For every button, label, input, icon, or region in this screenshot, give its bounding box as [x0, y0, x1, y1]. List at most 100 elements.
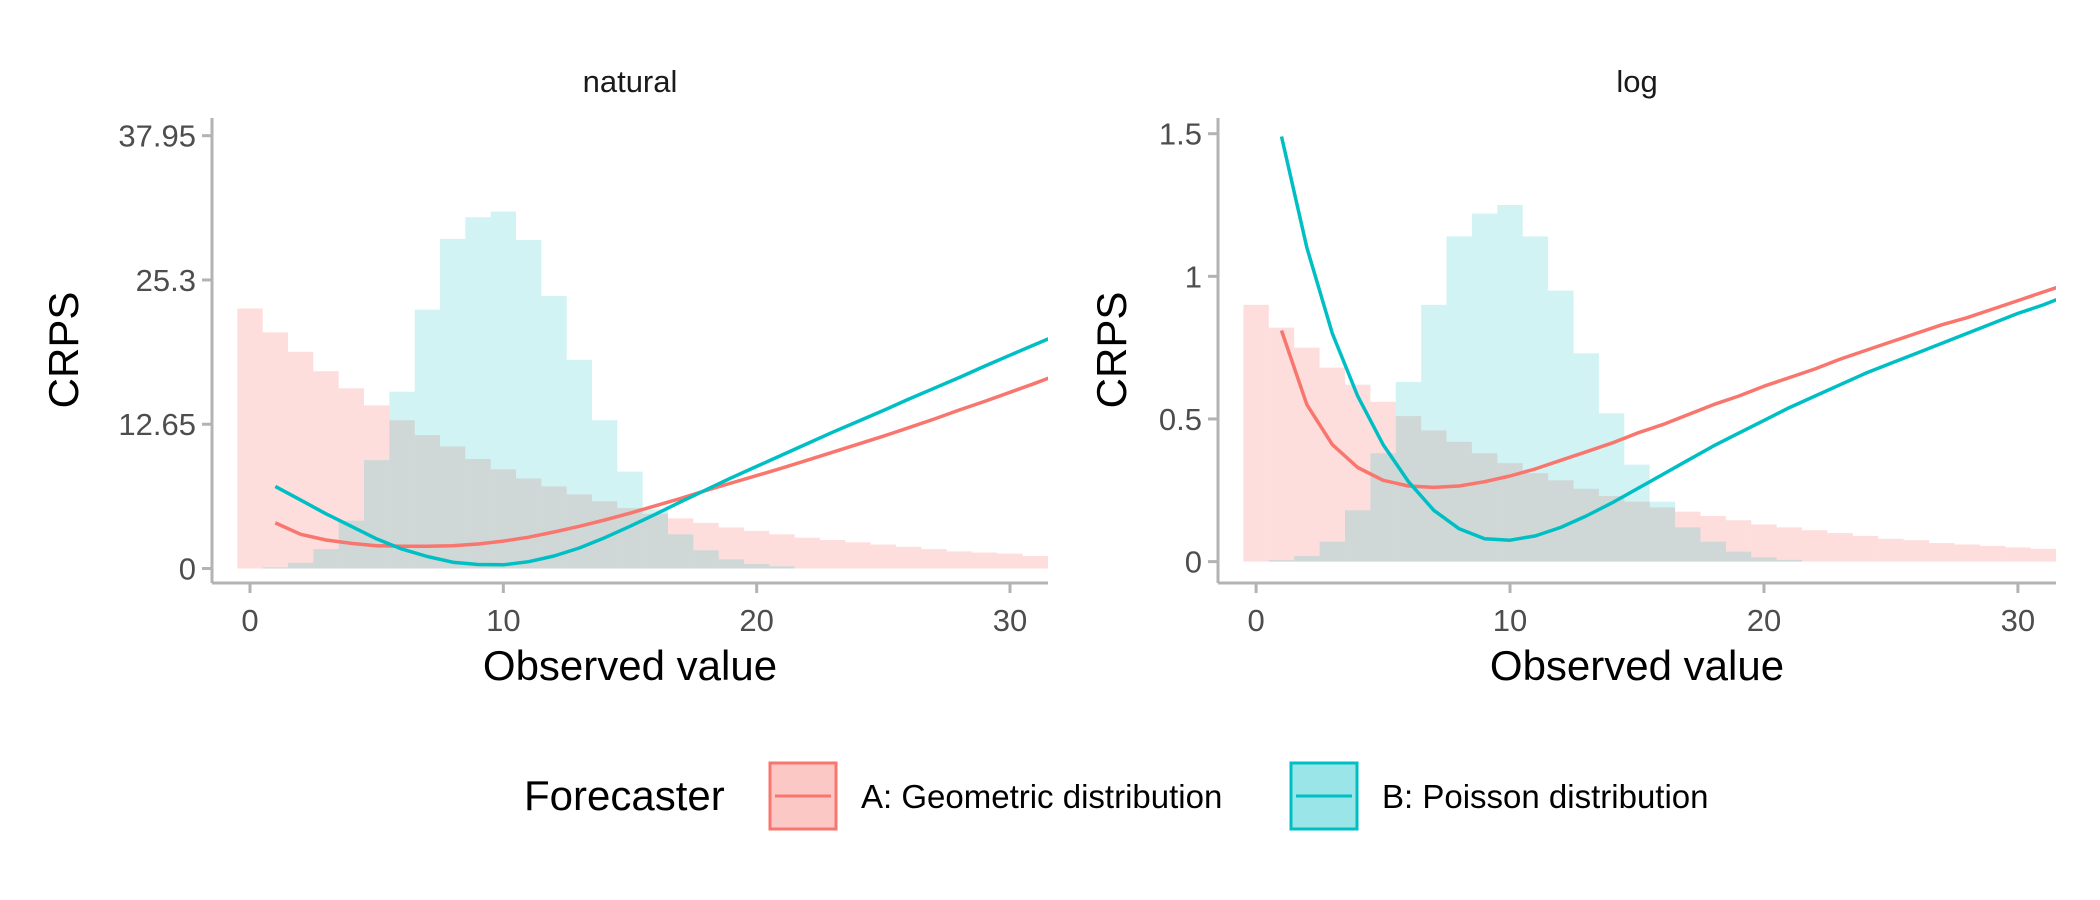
- hist-bar: [1624, 464, 1650, 562]
- hist-bar: [1471, 213, 1498, 562]
- y-tick-label: 12.65: [118, 407, 196, 442]
- hist-bar: [1446, 441, 1472, 562]
- x-tick-label: 20: [739, 603, 773, 638]
- hist-bar: [1471, 453, 1498, 562]
- hist-bar: [364, 460, 390, 569]
- hist-bar: [744, 530, 770, 569]
- hist-bar: [338, 388, 364, 569]
- hist-bar: [1370, 453, 1396, 562]
- hist-bar: [794, 537, 820, 569]
- x-tick-label: 0: [241, 603, 258, 638]
- hist-bar: [414, 309, 440, 569]
- hist-bar: [1979, 545, 2006, 562]
- hist-bar: [617, 508, 643, 569]
- y-tick-label: 37.95: [118, 119, 196, 154]
- series-line: [1279, 136, 2056, 542]
- panel-title: log: [1616, 64, 1657, 99]
- hist-bar: [440, 446, 466, 569]
- hist-bar: [1497, 205, 1523, 562]
- hist-bar: [541, 295, 567, 569]
- line-layer: [1279, 136, 2056, 542]
- x-ticks: 0 10 20 30: [1247, 583, 2035, 638]
- hist-bar: [440, 238, 466, 569]
- hist-bar: [1725, 551, 1752, 562]
- hist-bar: [1878, 538, 1904, 562]
- hist-bar: [1929, 543, 1955, 562]
- legend-label: B: Poisson distribution: [1382, 778, 1709, 815]
- y-axis-label: CRPS: [1088, 292, 1135, 409]
- y-tick-label: 1: [1185, 259, 1202, 294]
- legend-label: A: Geometric distribution: [861, 778, 1222, 815]
- hist-bar: [566, 494, 592, 569]
- hist-bar: [1649, 507, 1676, 562]
- y-tick-label: 0.5: [1159, 402, 1202, 437]
- hist-bar: [642, 513, 668, 569]
- hist-bar: [516, 478, 542, 569]
- hist-bar: [1624, 501, 1650, 562]
- panel-log: log 0 0.5 1 1.5 0 10 20 30 Observed value CRPS: [1088, 64, 2056, 689]
- hist-bar: [1573, 353, 1599, 562]
- hist-bar: [1022, 555, 1048, 569]
- hist-bar: [490, 211, 516, 569]
- hist-bar: [465, 217, 491, 569]
- x-axis-label: Observed value: [483, 642, 777, 689]
- hist-bar: [896, 546, 922, 569]
- hist-bar: [769, 534, 795, 569]
- y-tick-label: 0: [179, 552, 196, 587]
- hist-bar: [668, 518, 694, 569]
- hist-bar: [921, 549, 947, 569]
- y-tick-label: 1.5: [1159, 117, 1202, 152]
- hist-bar: [1268, 327, 1295, 562]
- y-tick-label: 25.3: [136, 263, 196, 298]
- y-ticks: 0 12.65 25.3 37.95: [118, 119, 212, 587]
- x-tick-label: 20: [1747, 603, 1781, 638]
- hist-bar: [1294, 555, 1320, 562]
- hist-bar: [237, 308, 263, 569]
- hist-bar: [1598, 413, 1625, 562]
- series-line: [274, 376, 1048, 549]
- y-axis-label: CRPS: [40, 292, 87, 409]
- hist-bar: [1827, 533, 1853, 562]
- panel-natural: natural 0 12.65 25.3 37.95 0 10 20 30 Observed…: [40, 64, 1048, 689]
- legend-item-geometric: A: Geometric distribution: [768, 761, 1222, 831]
- hist-bar: [1649, 501, 1676, 562]
- hist-bar: [820, 540, 846, 569]
- legend-item-poisson: B: Poisson distribution: [1289, 761, 1709, 831]
- hist-bar: [693, 522, 719, 569]
- x-tick-label: 0: [1247, 603, 1264, 638]
- hist-bar: [313, 371, 339, 569]
- hist-bar: [997, 553, 1023, 569]
- hist-bar: [744, 563, 770, 569]
- hist-bar: [262, 567, 288, 569]
- x-tick-label: 30: [2001, 603, 2035, 638]
- hist-bar: [1802, 530, 1828, 562]
- hist-bar: [313, 549, 339, 569]
- x-tick-label: 30: [993, 603, 1027, 638]
- x-tick-label: 10: [486, 603, 520, 638]
- hist-bar: [1421, 304, 1447, 562]
- hist-bar: [1776, 559, 1803, 562]
- x-tick-label: 10: [1493, 603, 1527, 638]
- hist-bar: [389, 391, 415, 569]
- hist-bar: [592, 420, 618, 569]
- hist-bar: [617, 471, 643, 569]
- hist-bar: [1852, 535, 1879, 562]
- hist-bar: [1700, 515, 1726, 562]
- hist-bar: [288, 562, 314, 569]
- hist-bar: [1522, 473, 1549, 562]
- hist-bar: [2005, 547, 2031, 562]
- hist-bar: [1573, 488, 1599, 562]
- hist-bar: [1548, 290, 1574, 562]
- hist-bar: [1776, 527, 1803, 562]
- y-tick-label: 0: [1185, 545, 1202, 580]
- hist-bar: [1725, 520, 1752, 562]
- hist-bar: [769, 566, 795, 569]
- legend-title: Forecaster: [524, 772, 725, 819]
- hist-bar: [1675, 511, 1701, 562]
- hist-bar: [490, 469, 516, 569]
- hist-bar: [1903, 540, 1930, 562]
- hist-bar: [1268, 560, 1295, 562]
- x-axis-label: Observed value: [1490, 642, 1784, 689]
- hist-bar: [1319, 541, 1345, 562]
- hist-bar: [693, 550, 719, 569]
